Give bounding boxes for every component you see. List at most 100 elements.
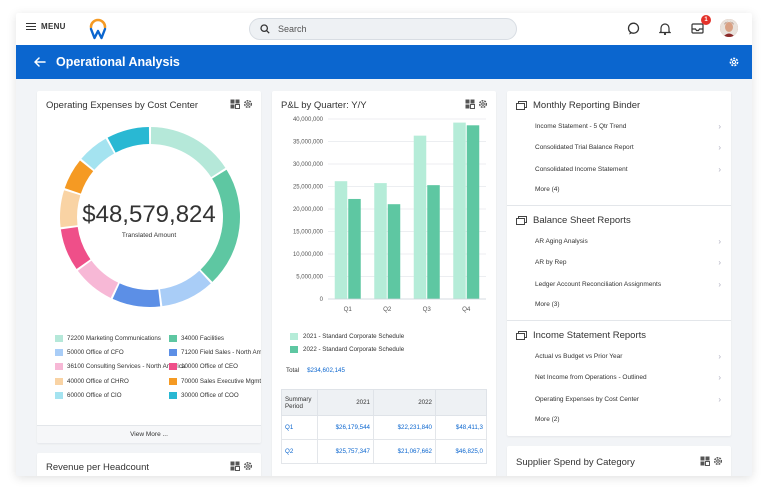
donut-slice[interactable] [60,190,81,228]
pl-table-header[interactable]: Summary Period [281,389,318,416]
legend-label: 40000 Office of CHRO [67,377,129,385]
more-link[interactable]: More (2) [535,416,721,423]
more-link-label: More (2) [535,415,560,423]
table-cell[interactable]: $26,179,544 [317,415,374,440]
table-view-icon[interactable] [230,99,240,109]
legend-item[interactable]: 2022 - Standard Corporate Schedule [290,346,404,353]
report-link[interactable]: Net Income from Operations - Outlined › [535,373,721,382]
avatar[interactable] [720,19,738,37]
pl-table-header[interactable] [435,389,487,416]
table-view-icon[interactable] [465,99,475,109]
legend-item[interactable]: 2021 - Standard Corporate Schedule [290,333,404,340]
legend-swatch [290,333,298,340]
bar[interactable] [466,125,480,299]
y-tick-label: 40,000,000 [293,117,324,123]
table-cell[interactable]: $21,067,662 [373,439,436,464]
report-link[interactable]: Operating Expenses by Cost Center › [535,395,721,404]
legend-item[interactable]: 30000 Office of COO [169,391,239,399]
legend-label: 36100 Consulting Services - North Americ… [67,363,186,371]
donut-slice[interactable] [60,227,91,270]
card-settings-gear-icon[interactable] [243,461,253,471]
bar[interactable] [387,204,401,299]
card-settings-gear-icon[interactable] [243,99,253,109]
report-link-label: AR by Rep [535,259,567,267]
donut-center-label: Translated Amount [121,232,177,239]
table-cell[interactable]: $22,231,840 [373,415,436,440]
report-link[interactable]: Consolidated Income Statement › [535,165,721,174]
card-settings-gear-icon[interactable] [713,456,723,466]
report-section-label: Monthly Reporting Binder [533,100,641,111]
donut-slice[interactable] [64,160,94,194]
bar[interactable] [374,183,387,299]
report-link-label: Consolidated Income Statement [535,165,628,173]
report-section-title[interactable]: Income Statement Reports [516,330,646,341]
more-link[interactable]: More (4) [535,186,721,193]
table-cell[interactable]: Q2 [281,439,318,464]
back-arrow-icon[interactable] [34,55,48,69]
donut-slice[interactable] [77,260,119,298]
table-view-icon[interactable] [700,456,710,466]
table-cell[interactable]: $48,411,3 [435,415,487,440]
pl-card-title: P&L by Quarter: Y/Y [281,100,367,111]
pl-total: Total $234,602,145 [286,367,345,374]
donut-slice[interactable] [107,127,150,153]
pl-table-header[interactable]: 2021 [317,389,374,416]
pl-total-value[interactable]: $234,602,145 [307,367,345,374]
donut-slice[interactable] [112,283,161,307]
table-cell[interactable]: $25,757,347 [317,439,374,464]
report-link[interactable]: Ledger Account Reconciliation Assignment… [535,280,721,289]
card-settings-gear-icon[interactable] [478,99,488,109]
workday-logo-icon[interactable] [88,18,108,40]
pl-table-header[interactable]: 2022 [373,389,436,416]
report-link-label: Income Statement - 5 Qtr Trend [535,123,627,130]
legend-item[interactable]: 60000 Office of CIO [55,391,122,399]
report-link[interactable]: Consolidated Trial Balance Report › [535,143,721,152]
bar[interactable] [348,198,361,299]
report-section-title[interactable]: Monthly Reporting Binder [516,100,640,111]
report-link-label: Operating Expenses by Cost Center [535,395,640,403]
view-more-link[interactable]: View More ... [37,425,261,443]
donut-slice[interactable] [150,127,226,178]
report-section-title[interactable]: Balance Sheet Reports [516,215,631,226]
bar[interactable] [427,185,440,299]
legend-item[interactable]: 70000 Sales Executive Mgmt [169,377,261,385]
opex-card: Operating Expenses by Cost Center $48,57… [37,91,261,443]
app-window: MENU Search 1 [16,13,752,476]
donut-slice[interactable] [81,138,115,170]
report-link[interactable]: Actual vs Budget vs Prior Year › [535,352,721,361]
legend-label: 72200 Marketing Communications [67,335,161,342]
inbox-icon[interactable]: 1 [688,15,711,37]
legend-item[interactable]: 50000 Office of CFO [55,349,124,357]
more-link-label: More (3) [535,300,560,308]
legend-swatch [55,377,63,385]
legend-item[interactable]: 10000 Office of CEO [169,363,238,371]
legend-label: 10000 Office of CEO [181,363,238,371]
table-cell[interactable]: Q1 [281,415,318,440]
donut-slice[interactable] [200,169,240,282]
legend-item[interactable]: 40000 Office of CHRO [55,377,129,385]
legend-item[interactable]: 71200 Field Sales - North America [169,349,261,357]
report-link[interactable]: Income Statement - 5 Qtr Trend › [535,122,721,131]
donut-slice[interactable] [160,270,211,307]
bar[interactable] [334,181,348,299]
chevron-right-icon: › [718,237,721,246]
report-link[interactable]: AR by Rep › [535,258,721,267]
legend-item[interactable]: 36100 Consulting Services - North Americ… [55,363,186,371]
table-row: Q1 $26,179,544 $22,231,840 $48,411,3 [281,415,487,440]
bar[interactable] [453,122,466,299]
legend-label: 71200 Field Sales - North America [181,349,261,357]
search-input[interactable]: Search [249,18,517,40]
more-link[interactable]: More (3) [535,301,721,308]
chevron-right-icon: › [718,122,721,131]
report-link[interactable]: AR Aging Analysis › [535,237,721,246]
x-tick-label: Q3 [423,306,432,313]
settings-gear-icon[interactable] [728,55,740,73]
chat-icon[interactable] [624,19,642,37]
bar[interactable] [413,135,427,299]
table-view-icon[interactable] [230,461,240,471]
legend-item[interactable]: 72200 Marketing Communications [55,335,161,342]
notifications-bell-icon[interactable] [656,19,674,37]
table-cell[interactable]: $46,825,0 [435,439,487,464]
menu-button[interactable]: MENU [26,22,66,31]
legend-item[interactable]: 34000 Facilities [169,335,224,342]
